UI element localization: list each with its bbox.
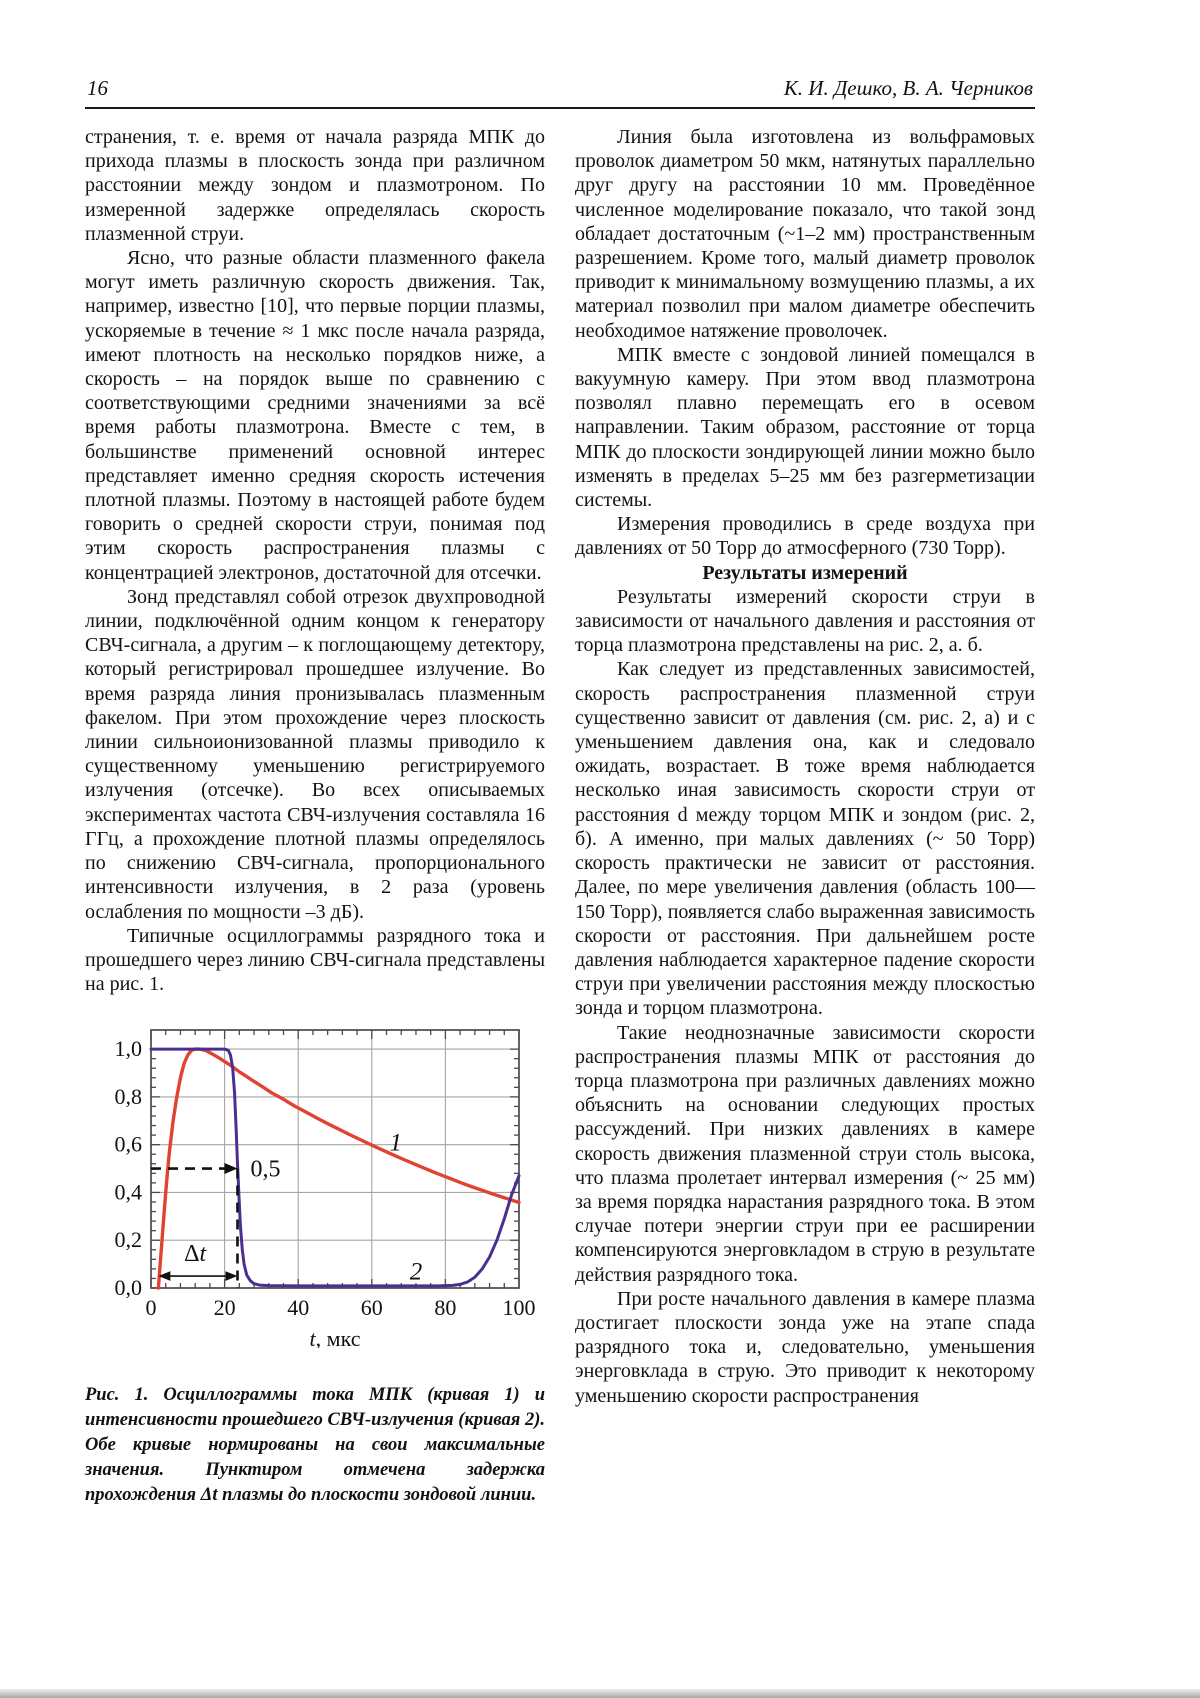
svg-text:t, мкс: t, мкс — [310, 1326, 361, 1348]
section-heading-results: Результаты измерений — [702, 561, 908, 584]
paragraph: Зонд представлял собой отрезок двухпрово… — [85, 585, 545, 923]
left-column: странения, т. е. время от начала разряда… — [85, 125, 545, 1508]
page-number: 16 — [87, 76, 108, 100]
svg-text:0,2: 0,2 — [115, 1228, 143, 1253]
svg-text:0,6: 0,6 — [115, 1132, 143, 1157]
paragraph: Как следует из представленных зависимост… — [575, 658, 1035, 1020]
svg-text:2: 2 — [410, 1259, 423, 1286]
paragraph: МПК вместе с зондовой линией помещался в… — [575, 343, 1035, 512]
svg-text:0: 0 — [146, 1295, 157, 1320]
paragraph: Измерения проводились в среде воздуха пр… — [575, 513, 1035, 560]
svg-text:80: 80 — [434, 1295, 456, 1320]
right-column: Линия была изготовлена из вольфрамовых п… — [575, 125, 1035, 1508]
svg-text:40: 40 — [287, 1295, 309, 1320]
svg-text:1,0: 1,0 — [115, 1036, 143, 1061]
svg-text:Δt: Δt — [184, 1241, 207, 1267]
figure-1-caption: Рис. 1. Осциллограммы тока МПК (кривая 1… — [85, 1384, 545, 1505]
paragraph: Линия была изготовлена из вольфрамовых п… — [575, 126, 1035, 342]
svg-text:60: 60 — [361, 1295, 383, 1320]
running-head-authors: К. И. Дешко, В. А. Черников — [783, 76, 1033, 100]
paragraph: При росте начального давления в камере п… — [575, 1287, 1035, 1407]
svg-text:0,0: 0,0 — [115, 1275, 143, 1300]
paragraph: Такие неоднозначные зависимости скорости… — [575, 1021, 1035, 1286]
paragraph: Результаты измерений скорости струи в за… — [575, 585, 1035, 657]
svg-text:1: 1 — [389, 1130, 402, 1157]
paragraph: Типичные осциллограммы разрядного тока и… — [85, 924, 546, 996]
svg-text:0,8: 0,8 — [115, 1084, 143, 1109]
svg-text:0,4: 0,4 — [115, 1180, 143, 1205]
svg-text:20: 20 — [214, 1295, 236, 1320]
scan-edge-artifact — [0, 1689, 1200, 1698]
figure-1: 0,5 Δt 1 2 0 20 40 60 80 100 0,0 0,2 0,4 0,6 0,8 1,0 t, … — [85, 1016, 545, 1507]
svg-text:100: 100 — [503, 1295, 536, 1320]
two-column-body: странения, т. е. время от начала разряда… — [85, 125, 1035, 1508]
paragraph: странения, т. е. время от начала разряда… — [85, 126, 545, 245]
header-rule — [85, 107, 1035, 109]
svg-text:0,5: 0,5 — [250, 1157, 280, 1183]
oscillogram-chart-container: 0,5 Δt 1 2 0 20 40 60 80 100 0,0 0,2 0,4 0,6 0,8 1,0 t, … — [89, 1016, 545, 1354]
running-header: 16 К. И. Дешко, В. А. Черников — [85, 76, 1035, 107]
paragraph: Ясно, что разные области плазменного фак… — [85, 247, 545, 584]
page-content: 16 К. И. Дешко, В. А. Черников странения… — [85, 76, 1035, 1508]
